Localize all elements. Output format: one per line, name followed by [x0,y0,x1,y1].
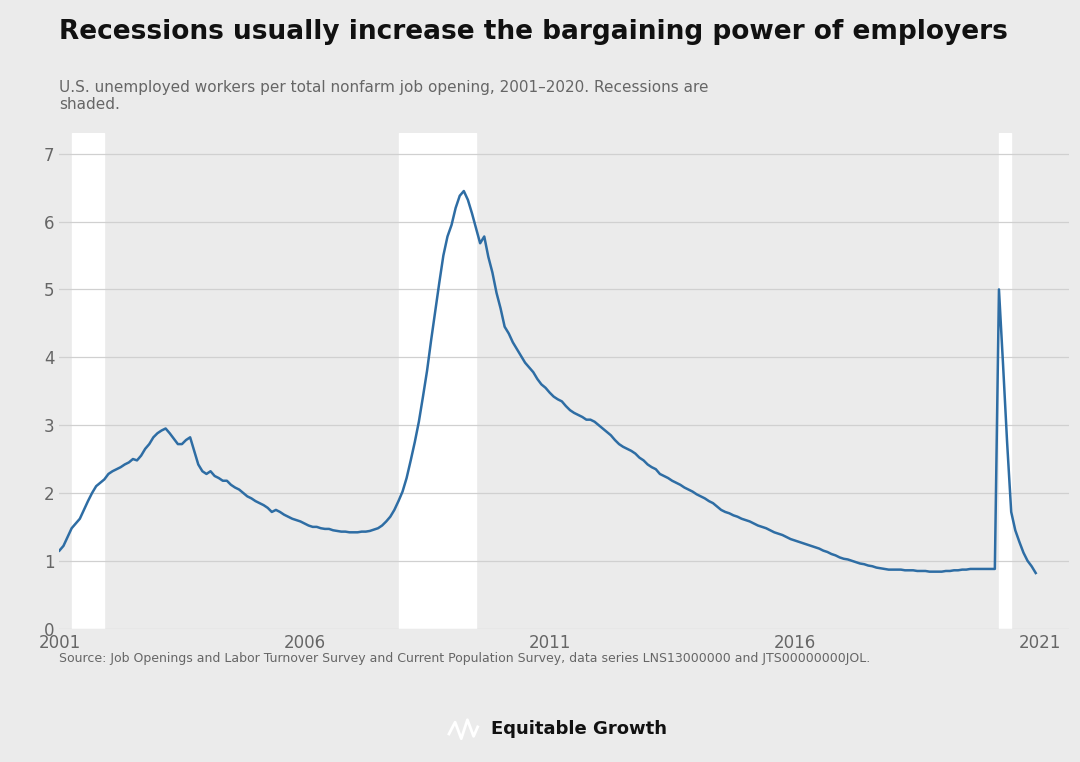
Text: U.S. unemployed workers per total nonfarm job opening, 2001–2020. Recessions are: U.S. unemployed workers per total nonfar… [59,80,708,113]
Bar [999,133,1011,629]
Text: Equitable Growth: Equitable Growth [491,720,667,738]
Bar [71,133,105,629]
Text: Source: Job Openings and Labor Turnover Survey and Current Population Survey, da: Source: Job Openings and Labor Turnover … [59,652,870,664]
Bar [399,133,476,629]
Text: Recessions usually increase the bargaining power of employers: Recessions usually increase the bargaini… [59,19,1009,45]
